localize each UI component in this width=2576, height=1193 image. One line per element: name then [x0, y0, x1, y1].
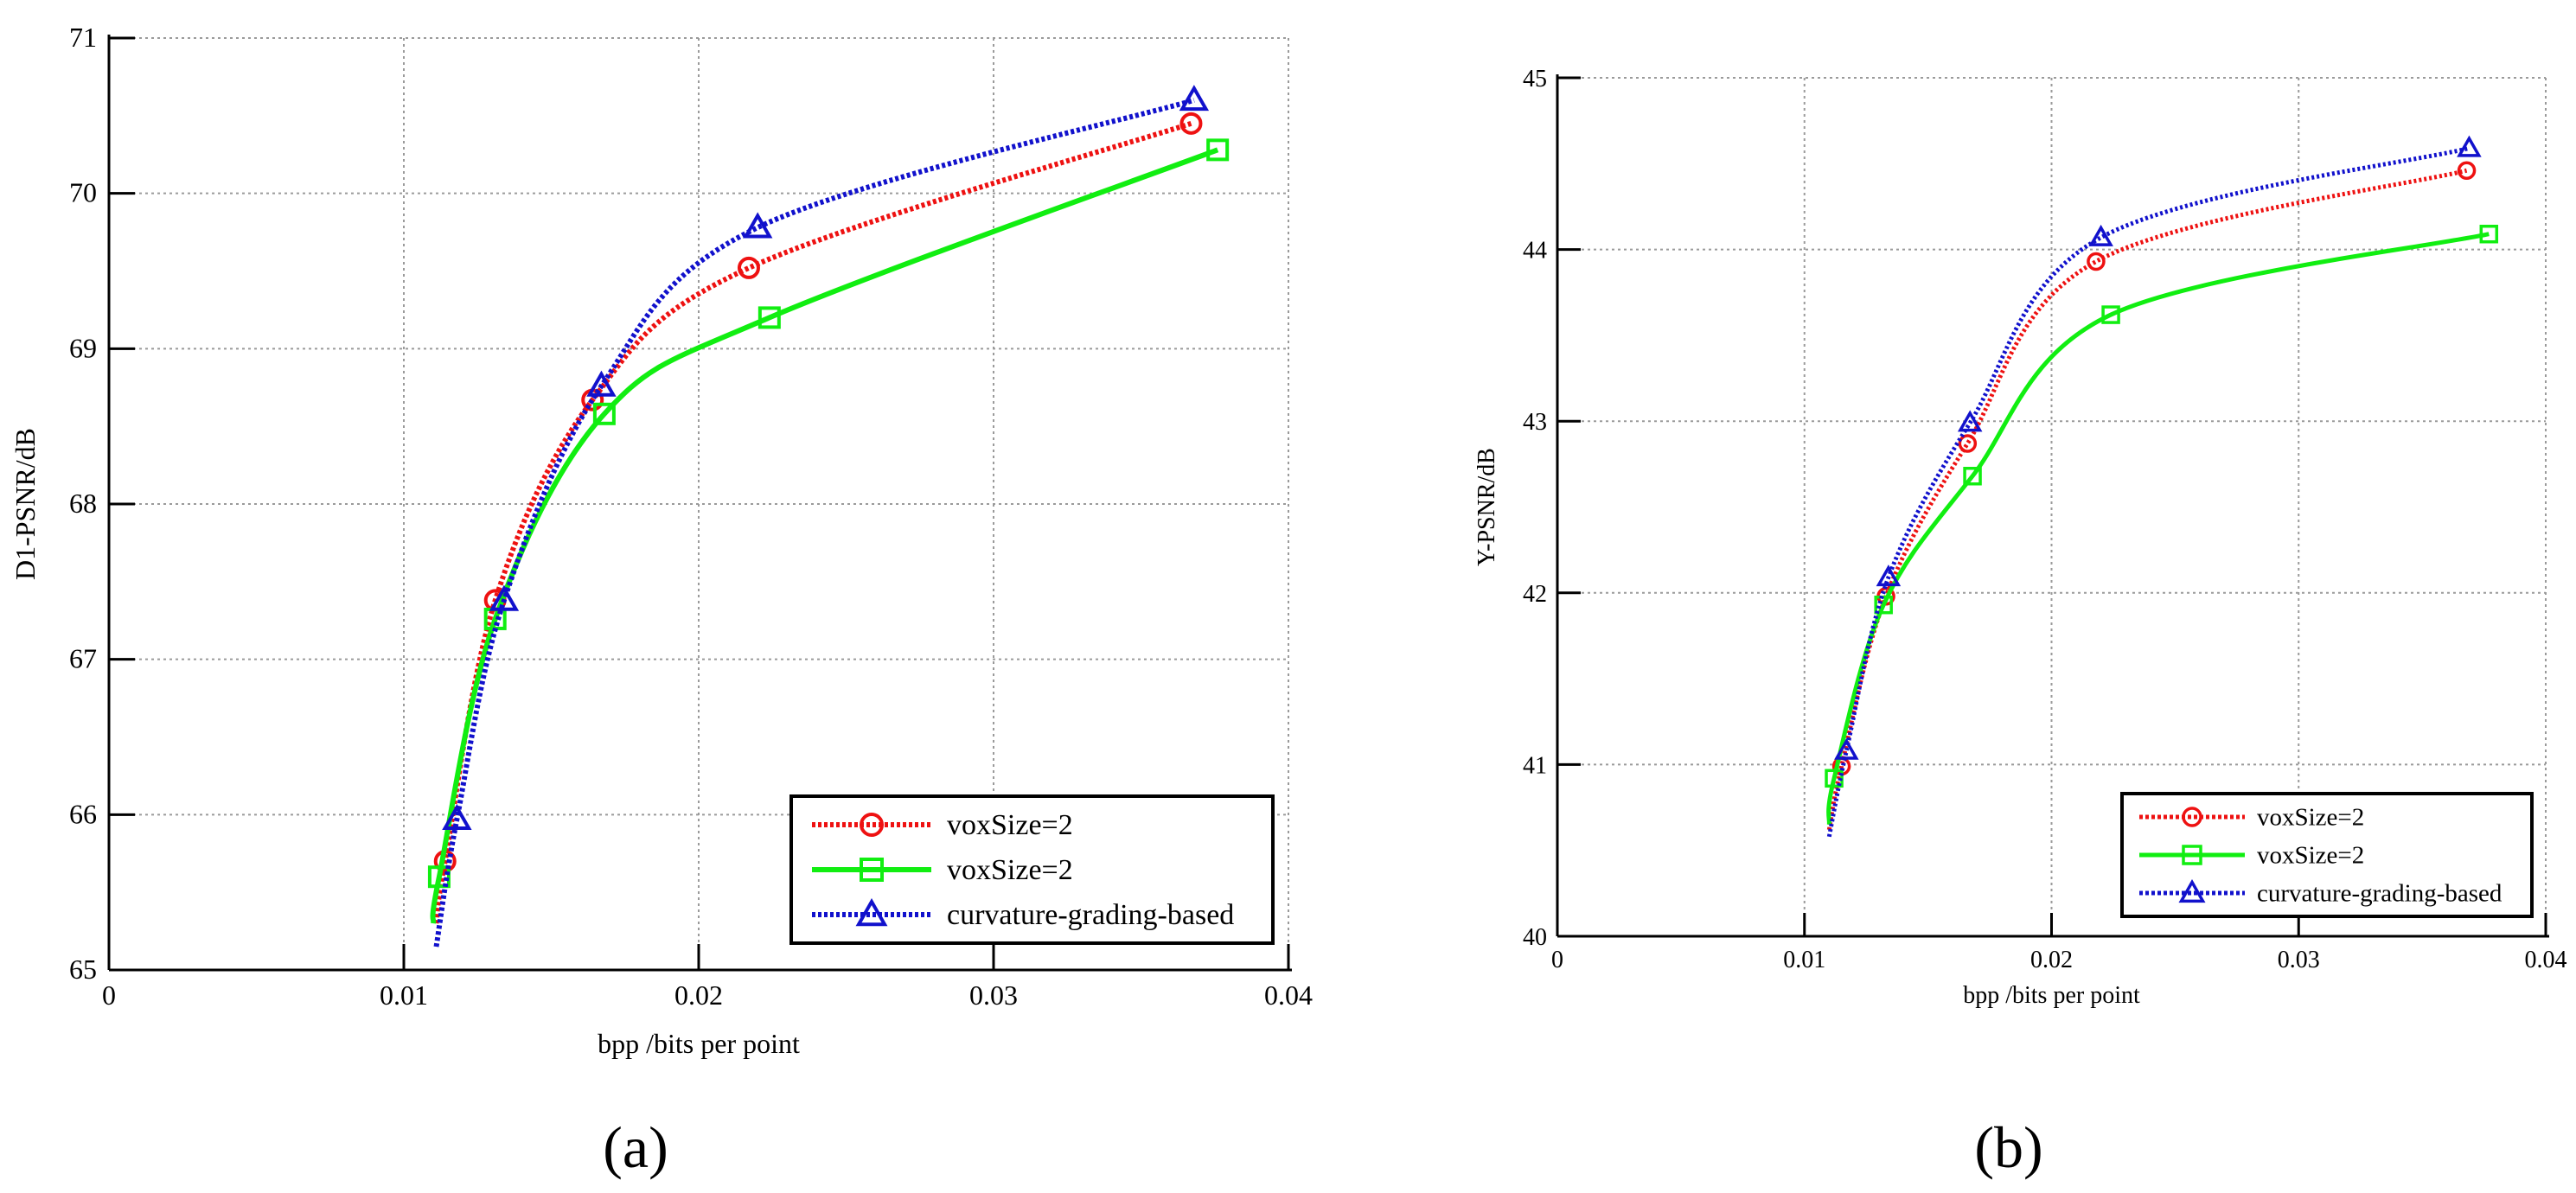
chart-a: 65 66 67 68 69 70 71 0 0.01 0.02 0.03 0.04 bpp /bits…	[10, 22, 1313, 1059]
legend-marker-square	[2182, 845, 2202, 865]
y-tick-label: 71	[69, 22, 97, 53]
y-tick-label: 70	[69, 177, 97, 208]
y-axis-label: Y-PSNR/dB	[1473, 448, 1500, 566]
legend-label: voxSize=2	[2257, 842, 2364, 870]
data-point-square	[2101, 305, 2120, 324]
x-tick-label: 0.01	[1783, 947, 1825, 973]
y-axis-label: D1-PSNR/dB	[10, 428, 41, 580]
data-point-square	[757, 306, 781, 329]
legend-label: voxSize=2	[947, 854, 1073, 886]
x-tick-label: 0.03	[969, 979, 1018, 1011]
x-tick-label: 0.02	[2030, 947, 2073, 973]
series-line	[430, 147, 1219, 924]
series-curvature-grading-based	[433, 85, 1210, 947]
x-tick-label: 0.02	[674, 979, 723, 1011]
data-point-circle	[1958, 434, 1978, 453]
data-point-triangle	[1876, 565, 1902, 587]
x-tick-label: 0.04	[2525, 947, 2567, 973]
data-point-triangle	[2457, 135, 2482, 157]
data-point-triangle	[2088, 224, 2113, 246]
data-point-square	[1206, 138, 1230, 162]
y-tick-label: 40	[1523, 924, 1547, 951]
y-tick-label: 68	[69, 488, 97, 519]
y-tick-label: 67	[69, 643, 97, 674]
y-tick-label: 45	[1523, 66, 1547, 93]
x-axis-label: bpp /bits per point	[598, 1028, 800, 1059]
y-tick-label: 69	[69, 332, 97, 363]
x-tick-label: 0.01	[380, 979, 428, 1011]
legend-marker-square	[860, 858, 884, 882]
legend-marker-triangle	[2178, 878, 2206, 903]
legend-marker-circle	[2182, 807, 2202, 827]
x-tick-label: 0	[1551, 947, 1563, 973]
y-tick-label: 43	[1523, 409, 1547, 436]
data-point-circle	[2087, 252, 2106, 271]
data-point-triangle	[442, 803, 472, 831]
data-point-square	[592, 402, 616, 425]
data-point-triangle	[743, 212, 773, 239]
y-tick-label: 66	[69, 798, 97, 829]
legend: voxSize=2 voxSize=2 curvature-grading-base…	[789, 794, 1275, 945]
series-curvature-grading-based	[1826, 135, 2482, 838]
data-point-square	[427, 865, 451, 889]
data-point-triangle	[1179, 85, 1210, 112]
data-point-square	[2479, 224, 2499, 244]
panel-label-b: (b)	[1974, 1114, 2042, 1180]
x-tick-label: 0	[102, 979, 116, 1011]
data-point-circle	[2457, 161, 2477, 180]
data-point-circle	[737, 256, 760, 279]
legend: voxSize=2 voxSize=2 curvature-grading-base…	[2120, 792, 2534, 918]
series-voxsize-2-square	[427, 138, 1230, 924]
x-tick-label: 0.04	[1264, 979, 1313, 1011]
y-tick-label: 65	[69, 954, 97, 985]
y-tick-label: 41	[1523, 752, 1547, 779]
x-tick-label: 0.03	[2278, 947, 2320, 973]
legend-label: curvature-grading-based	[2257, 880, 2502, 908]
data-point-triangle	[1957, 410, 1983, 432]
series-line	[433, 97, 1195, 947]
data-point-triangle	[489, 584, 520, 611]
data-point-circle	[1179, 112, 1203, 135]
legend-label: voxSize=2	[947, 809, 1073, 841]
data-point-triangle	[586, 370, 617, 397]
panel-label-a: (a)	[603, 1114, 668, 1180]
legend-label: curvature-grading-based	[947, 899, 1234, 931]
x-axis-label: bpp /bits per point	[1963, 982, 2140, 1009]
y-tick-label: 44	[1523, 238, 1547, 265]
data-point-triangle	[1834, 737, 1859, 760]
legend-marker-circle	[860, 813, 884, 837]
legend-marker-triangle	[855, 897, 888, 927]
y-tick-label: 42	[1523, 581, 1547, 608]
chart-b: 40 41 42 43 44 45 0 0.01 0.02 0.03 0.04 bpp /bits p…	[1473, 66, 2567, 1009]
legend-label: voxSize=2	[2257, 804, 2364, 832]
data-point-square	[1825, 769, 1844, 788]
data-point-square	[1963, 467, 1982, 486]
